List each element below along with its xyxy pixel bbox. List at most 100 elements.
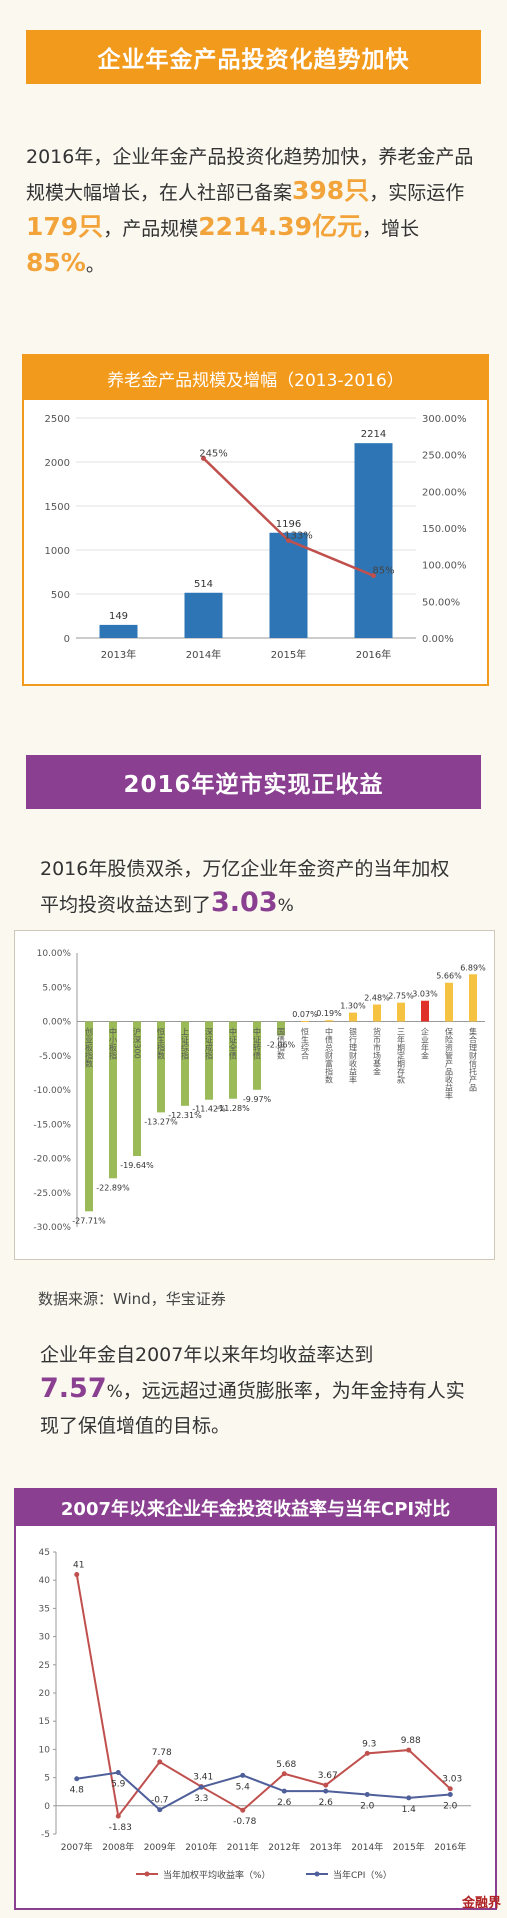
chart1-bar-label: 1196 [276,519,301,530]
chart3-point-label: 5.4 [236,1782,251,1792]
chart2-category-label: 银行理财收益率 [349,1027,358,1085]
p2-value-return: 3.03 [211,887,278,918]
chart3-point-label: 3.41 [193,1773,213,1783]
chart2-category-label: 三年期定期存款 [397,1028,406,1085]
chart3-legend-marker [314,1871,320,1877]
chart1-title: 养老金产品规模及增幅（2013-2016） [107,370,404,391]
chart2-value-label: -27.71% [72,1216,106,1225]
chart3-point [74,1572,80,1578]
chart2-category-label: 国债指数 [277,1028,286,1061]
chart1-bar [354,443,393,638]
chart3-point-label: -0.78 [233,1817,257,1827]
chart2-ytick-label: 10.00% [37,949,72,959]
chart2-value-label: 2.48% [364,994,390,1003]
chart3-point [240,1807,246,1813]
p1-text-5: 。 [85,254,105,276]
chart3-xtick-label: 2013年 [310,1841,342,1853]
chart1-growth-point [286,537,291,543]
chart2-category-label: 上证综指 [181,1028,190,1061]
chart3-ytick-label: 20 [39,1689,51,1699]
chart3-point-label: 5.68 [276,1760,296,1770]
chart2-bar [349,1012,357,1022]
chart2-bar [325,1020,333,1022]
chart3-point-label: 3.03 [442,1775,462,1785]
chart2-value-label: -22.89% [96,1183,130,1192]
chart2-bar [445,982,453,1022]
chart1-bar [269,532,308,638]
chart3-ytick-label: 0 [44,1802,50,1812]
chart3-point [281,1771,287,1777]
chart3-point-label: 5.9 [111,1780,126,1790]
chart1-xtick-label: 2015年 [271,648,306,661]
chart3-point-label: 2.6 [319,1798,334,1808]
chart2-value-label: -9.97% [243,1095,272,1104]
chart1-bar [99,624,138,638]
p1-text-3: ，产品规模 [103,218,199,240]
chart2-value-label: 0.19% [316,1009,342,1018]
chart3-xtick-label: 2016年 [434,1841,466,1853]
chart3-xtick-label: 2009年 [144,1841,176,1853]
p1-text-4: ，增长 [362,218,420,240]
chart1-ytick-label: 1500 [45,502,70,513]
chart2-value-label: 5.66% [436,972,462,981]
chart3-point-label: 9.88 [401,1736,421,1746]
chart3-point [406,1795,412,1801]
source-note: 数据来源：Wind，华宝证券 [38,1290,226,1308]
chart2-bar [373,1004,381,1022]
chart3-point-label: 2.6 [277,1798,292,1808]
chart1-y2tick-label: 0.00% [422,634,454,645]
chart1-ytick-label: 500 [51,590,70,601]
section1-banner: 企业年金产品投资化趋势加快 [26,30,481,84]
chart1-bar [184,592,223,638]
chart1-growth-point [201,455,206,461]
chart2-value-label: 6.89% [460,963,486,972]
chart2-value-label: -19.64% [120,1161,154,1170]
chart2-category-label: 恒生指数 [157,1027,166,1061]
chart2-category-label: 沪深300 [133,1027,142,1059]
watermark-logo: 金融界 [461,1896,501,1911]
section2-paragraph: 2016年股债双杀，万亿企业年金资产的当年加权平均投资收益达到了3.03% [40,852,460,923]
chart2-bar [229,1021,237,1099]
chart2-category-label: 中债总财富指数 [325,1027,334,1085]
chart3-point [323,1782,329,1788]
chart2-category-label: 恒生综合 [301,1027,310,1061]
chart3-frame: 2007年以来企业年金投资收益率与当年CPI对比 -5 0 5 10 15 20 25 30 3… [14,1488,497,1910]
chart3-series-line [76,1771,451,1811]
chart3-point-label: -1.83 [109,1823,132,1833]
chart1-bar-label: 149 [109,611,128,622]
p1-value-filed: 398只 [292,176,370,205]
chart1-xtick-label: 2014年 [186,648,221,661]
chart3-point [115,1813,121,1819]
chart3-point [447,1792,453,1798]
chart1-xtick-label: 2013年 [101,648,136,661]
chart2-bar [301,1021,309,1023]
chart1-bar-label: 2214 [361,429,386,440]
chart2-category-label: 中证转债 [253,1027,262,1061]
chart2-ytick-label: -30.00% [33,1223,71,1233]
chart2-bar [397,1002,405,1022]
chart1-growth-label: 85% [372,566,394,577]
chart2-bar [469,974,477,1022]
chart3-xtick-label: 2008年 [102,1841,134,1853]
p2-unit: % [277,896,294,916]
chart1-growth-label: 245% [199,448,228,459]
p2-text: 2016年股债双杀，万亿企业年金资产的当年加权平均投资收益达到了 [40,858,450,916]
chart2-ytick-label: -15.00% [33,1120,71,1130]
chart2-bar [277,1021,285,1036]
chart2-bar [85,1021,93,1212]
chart2-svg: -30.00% -25.00% -20.00% -15.00% -10.00% -5.00… [33,949,486,1233]
chart3-xtick-label: 2010年 [185,1841,217,1853]
p1-text-1: 2016年，企业年金产品投资化趋势加快，养老金产品规模大幅增长，在人社部已备案 [26,146,474,204]
chart3-ytick-label: 30 [39,1633,51,1643]
chart3-ytick-label: 40 [39,1576,51,1586]
p1-value-operating: 179只 [26,212,104,241]
chart1-ytick-label: 2500 [45,414,70,425]
chart2-ytick-label: 5.00% [42,983,71,993]
chart2-value-label: 1.30% [340,1002,366,1011]
chart1-bar-label: 514 [194,579,213,590]
chart3-point-label: 3.3 [194,1794,208,1804]
chart2-ytick-label: -25.00% [33,1189,71,1199]
p1-value-growth: 85% [26,248,86,277]
chart3-title-bar: 2007年以来企业年金投资收益率与当年CPI对比 [16,1490,495,1526]
chart2-category-label: 货币市场基金 [373,1027,382,1076]
